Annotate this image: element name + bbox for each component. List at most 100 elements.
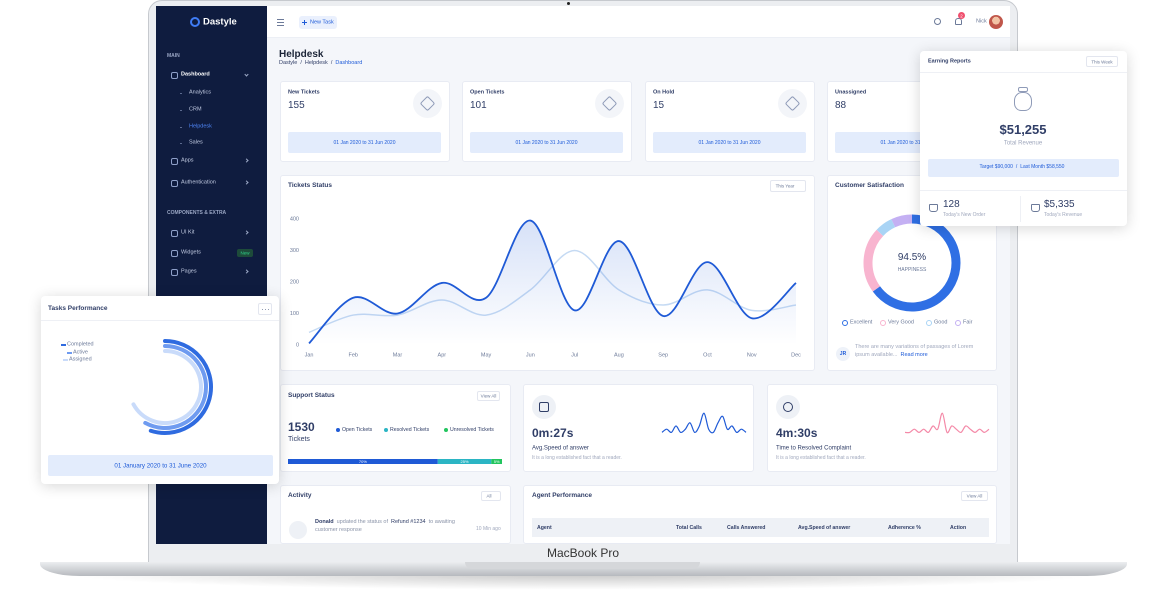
menu-bullet xyxy=(180,143,182,144)
bell-icon[interactable] xyxy=(955,18,962,25)
menu-dot xyxy=(268,309,269,310)
section-label: MAIN xyxy=(167,53,180,59)
total-label: Total Revenue xyxy=(1004,140,1042,147)
divider xyxy=(920,72,1127,73)
menu-item[interactable]: Authentication xyxy=(181,180,216,187)
x-tick-label: Jun xyxy=(526,352,535,358)
y-tick-label: 100 xyxy=(290,311,299,317)
radial-chart xyxy=(110,332,220,442)
menu-bullet xyxy=(180,110,182,111)
target-item: Target $90,000 xyxy=(980,164,1013,170)
legend-marker xyxy=(384,428,388,432)
stat-icon xyxy=(929,204,938,212)
progress-label: 70% xyxy=(359,459,367,464)
menu-item[interactable]: Analytics xyxy=(189,90,211,97)
x-tick-label: Mar xyxy=(393,352,403,358)
column-header: Agent xyxy=(537,524,552,530)
stat-label: Unassigned xyxy=(835,90,866,97)
stat-value: $5,335 xyxy=(1044,199,1075,211)
metric-icon xyxy=(783,402,793,412)
radial-bar xyxy=(133,351,201,423)
progress-bar: 70%25%5% xyxy=(288,459,502,464)
badge: New xyxy=(240,250,249,255)
avatar[interactable] xyxy=(989,15,1003,29)
x-tick-label: Jan xyxy=(305,352,314,358)
text-part: Refund #1234 xyxy=(391,519,426,525)
donut-segment xyxy=(893,219,912,223)
legend-label: Assigned xyxy=(69,357,92,364)
metric-icon xyxy=(539,402,549,412)
brand: Dastyle xyxy=(203,16,237,27)
notification-count: 2 xyxy=(960,13,963,18)
filter-label[interactable]: This Week xyxy=(1091,59,1112,64)
legend-label: Completed xyxy=(67,342,94,349)
metric-description: It is a long established fact that a rea… xyxy=(532,455,622,461)
menu-item[interactable]: UI Kit xyxy=(181,230,194,237)
activity-card xyxy=(280,485,511,544)
legend-marker xyxy=(955,320,961,326)
text-part: Donald xyxy=(315,519,334,525)
stat-label: Open Tickets xyxy=(470,90,504,97)
menu-item[interactable]: Widgets xyxy=(181,250,201,257)
activity-time: 10 Min ago xyxy=(476,526,501,532)
x-tick-label: May xyxy=(481,352,492,358)
legend-marker xyxy=(880,320,886,326)
legend-marker xyxy=(67,352,72,354)
x-tick-label: Jul xyxy=(571,352,578,358)
breadcrumb: / xyxy=(300,60,302,66)
column-header: Adherence % xyxy=(888,524,921,530)
menu-bullet xyxy=(180,127,182,128)
filter-label[interactable]: This Year xyxy=(776,183,795,188)
breadcrumb: / xyxy=(331,60,333,66)
x-tick-label: Aug xyxy=(614,352,624,358)
menu-bullet xyxy=(180,93,182,94)
legend-marker xyxy=(444,428,448,432)
stat-icon xyxy=(1031,204,1040,212)
menu-item[interactable]: Sales xyxy=(189,140,203,147)
read-more: Read more xyxy=(901,352,928,358)
section-label: COMPONENTS & EXTRA xyxy=(167,210,226,216)
menu-item[interactable]: CRM xyxy=(189,107,202,114)
column-header: Total Calls xyxy=(676,524,702,530)
menu-toggle-line xyxy=(277,25,284,26)
y-tick-label: 0 xyxy=(296,342,299,348)
user-name[interactable]: Nick xyxy=(976,19,987,26)
card-title: Earning Reports xyxy=(928,59,971,66)
metric-value: 0m:27s xyxy=(532,426,573,440)
new-task-label[interactable]: New Task xyxy=(310,19,334,26)
legend-label: Resolved Tickets xyxy=(390,427,429,433)
camera xyxy=(567,2,570,5)
stat-value: 128 xyxy=(943,199,960,211)
filter-label[interactable]: All xyxy=(486,493,491,498)
date-range-label: 01 January 2020 to 31 June 2020 xyxy=(114,462,206,469)
view-all[interactable]: View All xyxy=(481,393,497,398)
legend-label: Fair xyxy=(963,320,972,327)
x-tick-label: Oct xyxy=(703,352,712,358)
stat-value: 101 xyxy=(470,100,487,112)
menu-item[interactable]: Helpdesk xyxy=(189,124,212,131)
menu-item[interactable]: Pages xyxy=(181,269,197,276)
progress-label: 25% xyxy=(461,459,469,464)
activity-text: Donaldupdated the status ofRefund #1234t… xyxy=(315,519,465,535)
plus xyxy=(304,20,305,25)
breadcrumb: Helpdesk xyxy=(305,60,328,66)
divider xyxy=(1020,196,1021,222)
menu-item[interactable]: Apps xyxy=(181,158,194,165)
search-icon[interactable] xyxy=(934,18,941,25)
stat-label: Today's Revenue xyxy=(1044,212,1082,218)
date-range-label: 01 Jan 2020 to 31 Jun 2020 xyxy=(334,140,396,146)
stat-value: 15 xyxy=(653,100,664,112)
initials: JR xyxy=(840,351,846,357)
y-tick-label: 200 xyxy=(290,279,299,285)
menu-toggle-line xyxy=(277,19,284,20)
device-label: MacBook Pro xyxy=(547,546,619,560)
menu-item[interactable]: Dashboard xyxy=(181,72,210,79)
center-value: 94.5% xyxy=(898,252,926,264)
view-all[interactable]: View All xyxy=(967,493,983,498)
donut-segment xyxy=(880,223,893,233)
donut-segment xyxy=(868,233,880,289)
money-bag-top xyxy=(1018,87,1028,92)
metric-value: 4m:30s xyxy=(776,426,817,440)
total-label: Tickets xyxy=(288,436,310,444)
text-part: updated the status of xyxy=(337,519,388,525)
